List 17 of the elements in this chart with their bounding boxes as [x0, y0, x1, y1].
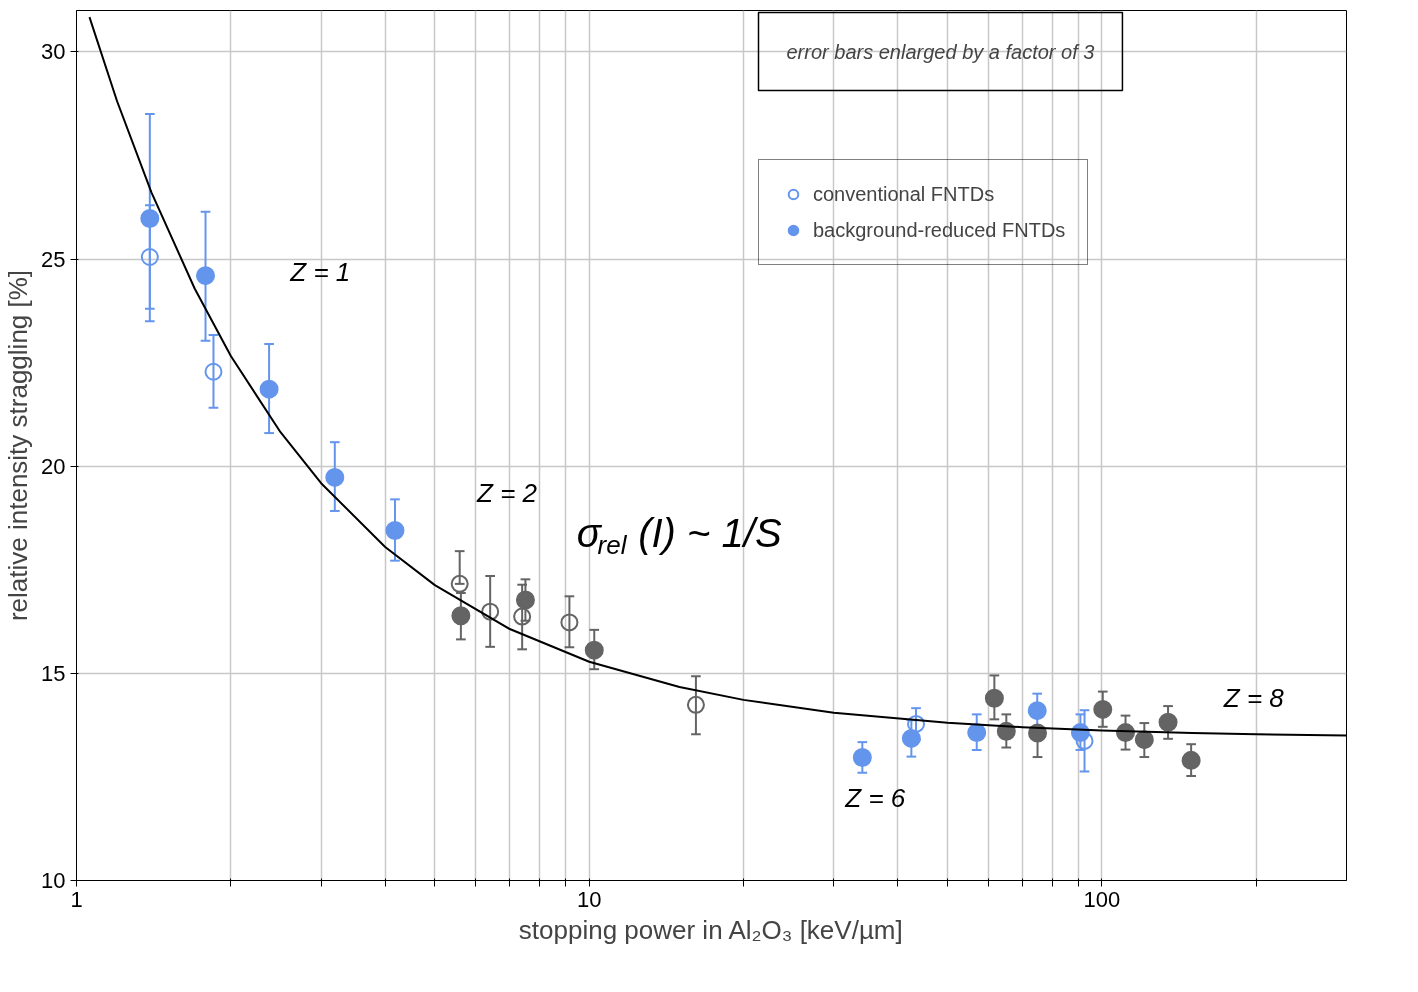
x-tick-label: 100 — [1083, 886, 1121, 912]
y-axis-title: relative intensity straggling [%] — [3, 269, 34, 622]
annotation: Z = 1 — [289, 256, 351, 287]
y-tick-label: 15 — [41, 660, 66, 686]
annotation: Z = 6 — [844, 782, 906, 813]
legend-label: conventional FNTDs — [813, 182, 995, 206]
x-axis-title: stopping power in Al₂O₃ [keV/µm] — [518, 914, 903, 945]
y-tick-label: 25 — [41, 246, 66, 272]
annotation: Z = 2 — [476, 478, 538, 509]
y-tick-label: 20 — [41, 453, 66, 479]
legend-label: background-reduced FNTDs — [813, 218, 1066, 242]
annotation: error bars enlarged by a factor of 3 — [786, 40, 1095, 63]
y-tick-label: 10 — [41, 868, 66, 893]
x-tick-label: 10 — [576, 886, 602, 912]
y-tick-label: 30 — [41, 39, 66, 65]
x-tick-label: 1 — [70, 886, 83, 912]
annotation: Z = 8 — [1222, 682, 1285, 713]
